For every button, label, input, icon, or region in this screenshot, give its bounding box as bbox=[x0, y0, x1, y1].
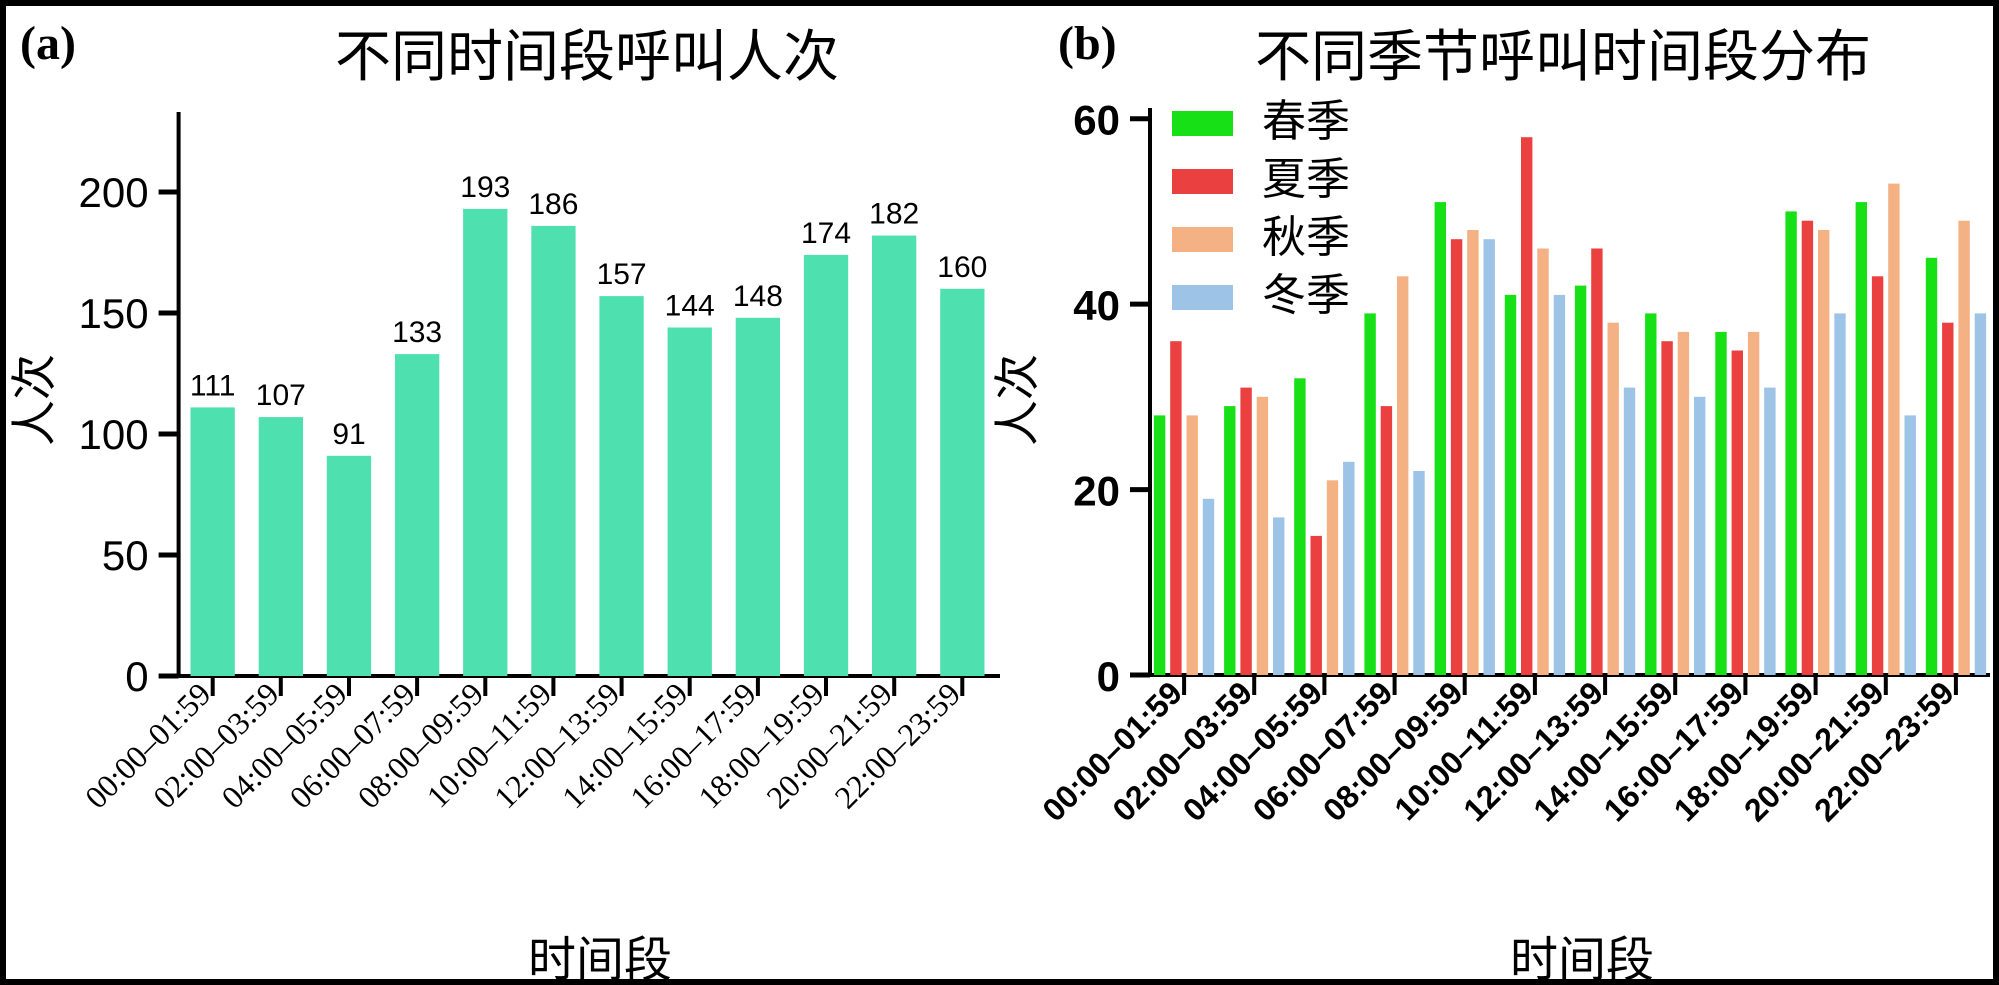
svg-text:160: 160 bbox=[937, 251, 987, 284]
svg-text:174: 174 bbox=[801, 217, 851, 250]
svg-text:时间段: 时间段 bbox=[528, 934, 672, 985]
svg-text:夏季: 夏季 bbox=[1262, 155, 1350, 204]
svg-text:秋季: 秋季 bbox=[1262, 213, 1350, 262]
svg-text:133: 133 bbox=[392, 316, 442, 349]
svg-text:人次: 人次 bbox=[992, 354, 1043, 446]
svg-text:193: 193 bbox=[460, 171, 510, 204]
svg-text:0: 0 bbox=[125, 653, 148, 700]
svg-text:不同时间段呼叫人次: 不同时间段呼叫人次 bbox=[335, 27, 839, 89]
svg-text:60: 60 bbox=[1073, 97, 1120, 144]
svg-text:春季: 春季 bbox=[1262, 97, 1350, 146]
svg-text:人次: 人次 bbox=[9, 354, 60, 446]
svg-text:时间段: 时间段 bbox=[1510, 934, 1654, 985]
svg-text:91: 91 bbox=[332, 418, 365, 451]
svg-text:186: 186 bbox=[528, 188, 578, 221]
svg-text:(b): (b) bbox=[1058, 17, 1117, 70]
svg-text:182: 182 bbox=[869, 198, 919, 231]
svg-text:0: 0 bbox=[1097, 653, 1120, 700]
svg-text:冬季: 冬季 bbox=[1262, 271, 1350, 320]
svg-text:150: 150 bbox=[79, 290, 149, 337]
svg-text:144: 144 bbox=[665, 290, 715, 323]
svg-text:200: 200 bbox=[79, 169, 149, 216]
svg-text:不同季节呼叫时间段分布: 不同季节呼叫时间段分布 bbox=[1255, 27, 1871, 89]
svg-text:20: 20 bbox=[1073, 468, 1120, 515]
svg-text:157: 157 bbox=[597, 258, 647, 291]
svg-text:40: 40 bbox=[1073, 282, 1120, 329]
svg-text:111: 111 bbox=[190, 369, 236, 402]
svg-text:100: 100 bbox=[79, 411, 149, 458]
svg-text:148: 148 bbox=[733, 280, 783, 313]
svg-text:(a): (a) bbox=[20, 17, 76, 70]
svg-text:107: 107 bbox=[256, 379, 306, 412]
svg-text:50: 50 bbox=[102, 532, 149, 579]
